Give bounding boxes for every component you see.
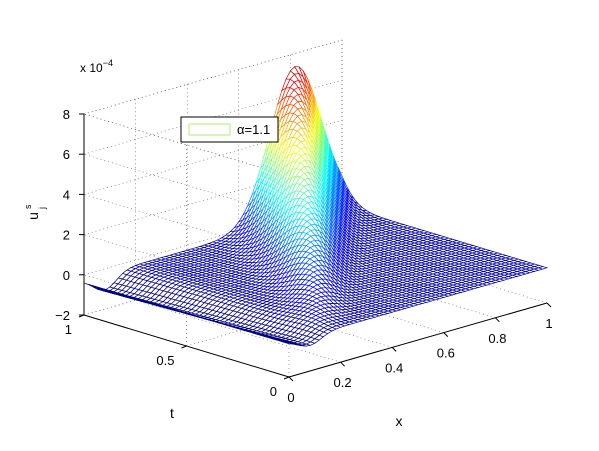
z-gridline-back <box>83 160 343 235</box>
t-gridline-floor <box>186 271 445 347</box>
svg-text:j: j <box>37 207 47 210</box>
x-tick-label: 0.8 <box>488 331 506 346</box>
t-gridline-floor <box>83 240 343 316</box>
x-tick-mark <box>546 302 552 308</box>
svg-text:u: u <box>25 212 41 220</box>
t-tick-mark <box>181 345 187 349</box>
x-tick-label: 0.4 <box>385 360 403 375</box>
z-tick-label: 8 <box>63 107 70 122</box>
x-axis-label: x <box>396 413 403 429</box>
z-multiplier: x 10−4 <box>80 58 113 75</box>
z-tick-label: 4 <box>63 187 70 202</box>
z-axis-label: u s j <box>23 204 47 220</box>
z-tick-label: −2 <box>55 308 70 323</box>
t-tick-label: 1 <box>65 322 72 337</box>
svg-text:s: s <box>23 204 33 209</box>
x-tick-mark <box>495 317 500 323</box>
z-gridline-back <box>83 200 343 276</box>
x-tick-label: 0.6 <box>437 346 455 361</box>
x-tick-label: 0 <box>287 390 294 405</box>
z-gridline-back <box>83 120 343 195</box>
t-tick-label: 0 <box>270 384 277 399</box>
x-tick-mark <box>391 347 397 352</box>
t-tick-label: 0.5 <box>156 353 174 368</box>
z-gridline-back <box>83 79 343 155</box>
y-axis-label: t <box>170 405 174 421</box>
t-tick-mark <box>283 376 290 380</box>
legend-entry-label: α=1.1 <box>237 122 270 137</box>
mesh-cell <box>537 266 549 270</box>
z-tick-label: 6 <box>63 147 70 162</box>
x-tick-label: 1 <box>545 316 552 331</box>
legend: α=1.1 <box>180 116 279 143</box>
x-tick-label: 0.2 <box>334 375 352 390</box>
z-tick-label: 2 <box>63 228 70 243</box>
box-top-back <box>83 39 343 115</box>
z-tick-label: 0 <box>63 268 70 283</box>
x-axis-line <box>288 302 548 378</box>
surface-mesh <box>83 66 549 347</box>
x-tick-mark <box>340 361 345 367</box>
x-tick-mark <box>443 332 449 337</box>
x-tick-mark <box>288 376 294 382</box>
